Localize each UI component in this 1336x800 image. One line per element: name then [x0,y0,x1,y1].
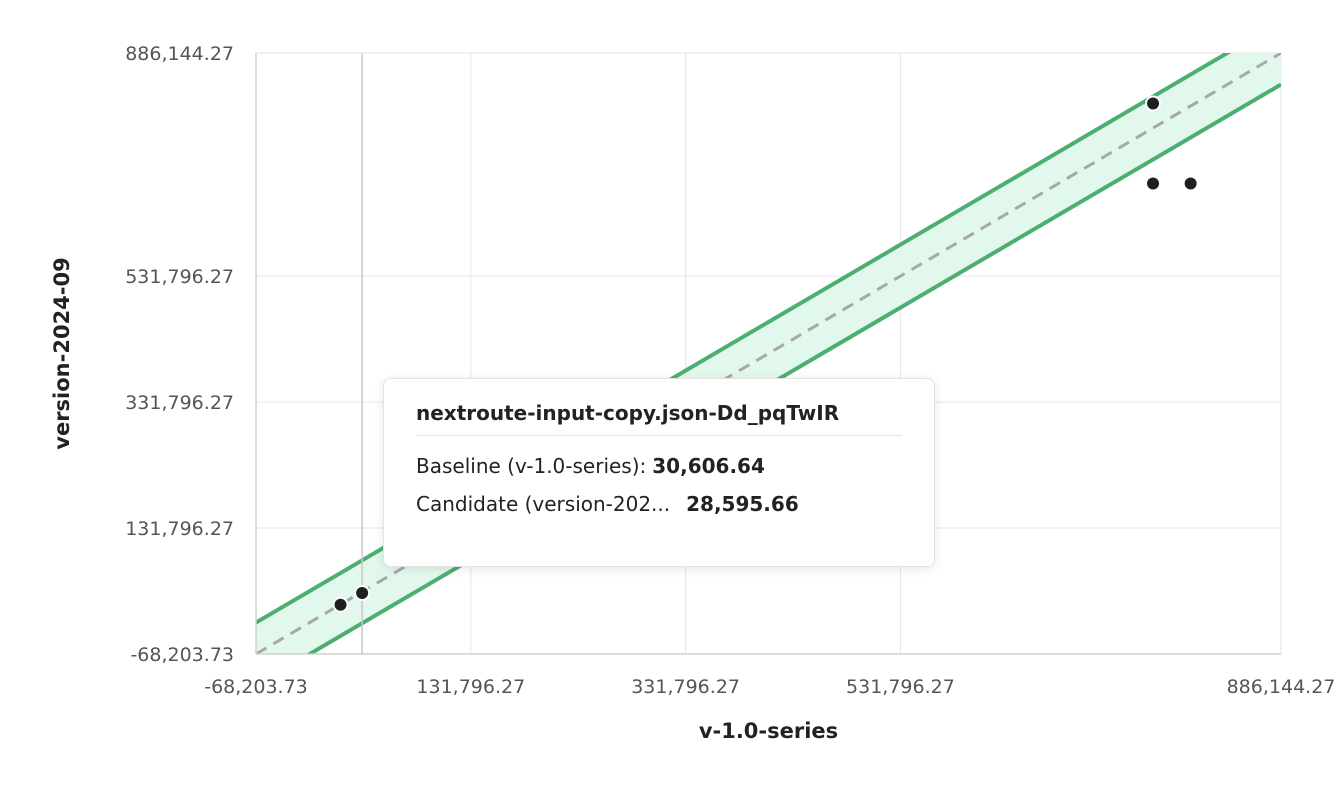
x-tick-label: 886,144.27 [1227,676,1336,698]
band-fill [256,53,1281,654]
y-tick-label: 331,796.27 [125,392,234,414]
point-tooltip: nextroute-input-copy.json-Dd_pqTwIR Base… [383,378,935,567]
data-point[interactable] [1145,175,1162,192]
tooltip-baseline-row: Baseline (v-1.0-series): 30,606.64 [416,454,902,478]
data-point[interactable] [354,585,371,602]
y-tick-label: 131,796.27 [125,518,234,540]
tooltip-candidate-value: 28,595.66 [686,492,799,516]
data-point[interactable] [1145,95,1162,112]
y-tick-label: 886,144.27 [125,43,234,65]
y-axis-title: version-2024-09 [50,257,74,449]
tooltip-baseline-label: Baseline (v-1.0-series): [416,454,647,478]
data-point[interactable] [332,596,349,613]
x-axis-title: v-1.0-series [699,719,838,743]
axes [255,53,1281,655]
x-tick-label: 331,796.27 [631,676,740,698]
y-tick-label: -68,203.73 [130,644,234,666]
tolerance-band [256,53,1281,654]
reference-line [256,53,1281,654]
data-point[interactable] [1182,175,1199,192]
y-tick-label: 531,796.27 [125,266,234,288]
tooltip-baseline-value: 30,606.64 [652,454,765,478]
tick-labels: -68,203.73 131,796.27 331,796.27 531,796.27… [125,43,1335,698]
x-tick-label: 531,796.27 [846,676,955,698]
tooltip-title: nextroute-input-copy.json-Dd_pqTwIR [416,401,902,436]
tooltip-candidate-row: Candidate (version-202... 28,595.66 [416,492,902,516]
data-points[interactable] [332,95,1199,613]
x-tick-label: 131,796.27 [416,676,525,698]
tooltip-candidate-label: Candidate (version-202... [416,492,671,516]
x-tick-label: -68,203.73 [204,676,308,698]
